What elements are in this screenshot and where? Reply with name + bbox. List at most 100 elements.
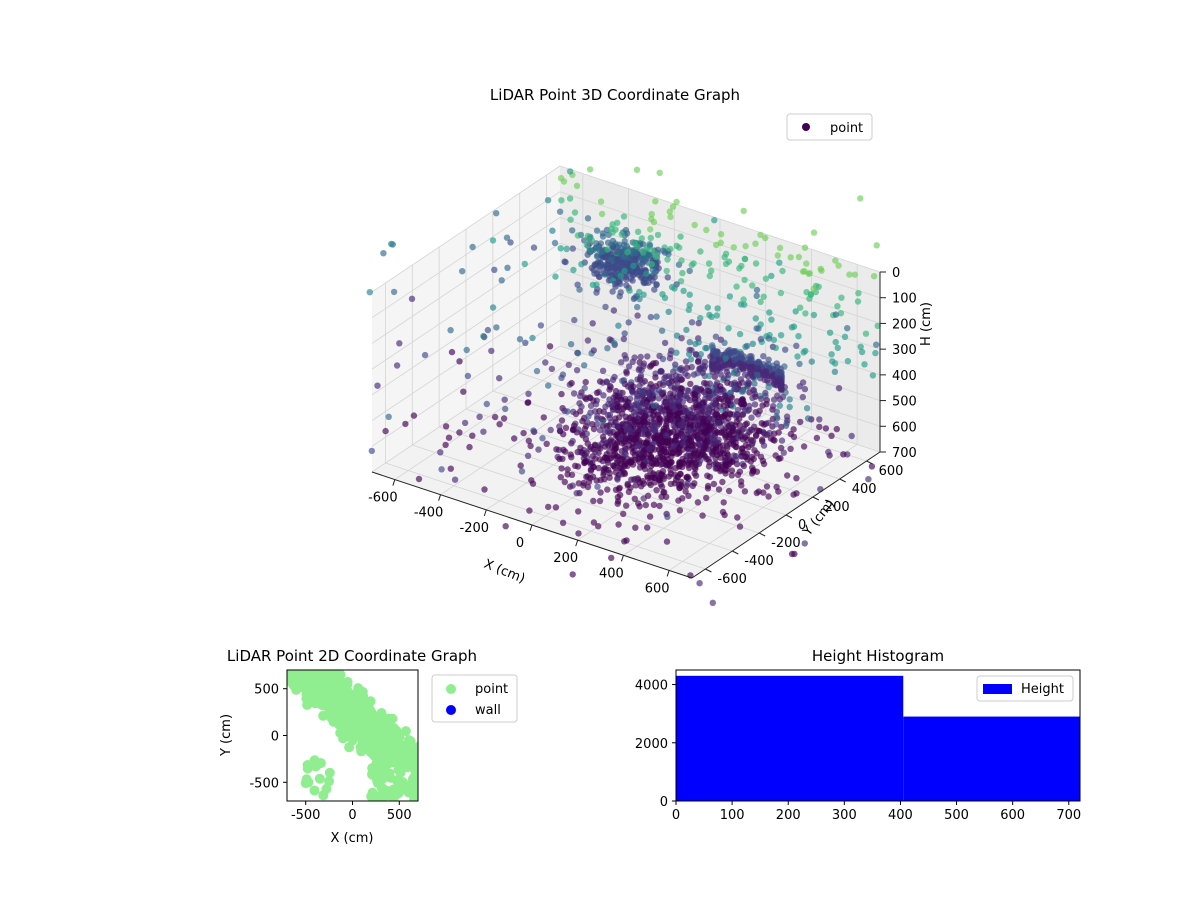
scatter-point-3d: [650, 501, 658, 508]
scatter-point-3d: [612, 445, 619, 452]
scatter-point-3d: [680, 433, 687, 441]
scatter-point-2d: [313, 670, 324, 678]
scatter-point-3d: [577, 444, 584, 451]
scatter-point-3d: [688, 319, 696, 326]
scatter-point-3d: [803, 405, 811, 412]
scatter-point-3d: [606, 470, 613, 477]
scatter-point-3d: [708, 363, 716, 370]
scatter-point-3d: [673, 372, 680, 379]
scatter-point-3d: [774, 392, 781, 399]
scatter-point-3d: [833, 425, 840, 433]
scatter-point-3d: [722, 454, 729, 461]
scatter-point-3d: [601, 271, 609, 278]
scatter-point-3d: [570, 390, 578, 397]
scatter-point-3d: [730, 244, 737, 251]
scatter-point-3d: [873, 341, 880, 348]
scatter-point-3d: [799, 393, 806, 401]
scatter-point-3d: [647, 481, 654, 489]
scatter-point-3d: [567, 216, 574, 223]
scatter-point-3d: [700, 415, 707, 422]
scatter-point-3d: [844, 325, 851, 332]
scatter-point-3d: [703, 494, 710, 502]
scatter-point-3d: [599, 433, 607, 441]
scatter-point-3d: [493, 210, 500, 217]
chart-3d-title: LiDAR Point 3D Coordinate Graph: [490, 86, 740, 104]
scatter-point-3d: [573, 182, 581, 189]
scatter-point-3d: [661, 489, 668, 496]
scatter-point-3d: [606, 396, 613, 403]
scatter-point-3d: [777, 455, 784, 462]
scatter-point-3d: [634, 456, 642, 463]
scatter-point-3d: [678, 421, 685, 428]
scatter-point-3d: [749, 340, 756, 347]
scatter-point-3d: [584, 337, 592, 344]
scatter-point-3d: [567, 451, 574, 458]
scatter-point-3d: [631, 354, 638, 361]
scatter-point-3d: [705, 260, 713, 267]
scatter-point-3d: [627, 413, 635, 421]
scatter-point-3d: [589, 453, 596, 460]
scatter-point-3d: [570, 422, 578, 429]
scatter-point-3d: [754, 427, 761, 434]
scatter-point-3d: [593, 281, 600, 288]
scatter-point-3d: [795, 253, 803, 261]
scatter-point-2d: [400, 726, 411, 737]
scatter-point-3d: [851, 271, 859, 278]
scatter-point-3d: [674, 474, 681, 481]
scatter-point-3d: [704, 472, 711, 479]
scatter-point-3d: [691, 480, 698, 487]
x-tick-label-2d: 0: [348, 808, 356, 823]
scatter-point-2d: [343, 697, 353, 708]
scatter-point-3d: [810, 285, 817, 293]
scatter-point-3d: [600, 471, 607, 479]
scatter-point-3d: [597, 445, 604, 452]
scatter-point-3d: [525, 437, 532, 444]
scatter-point-3d: [749, 440, 756, 447]
scatter-point-2d: [380, 736, 391, 746]
scatter-point-3d: [552, 273, 559, 280]
scatter-point-3d: [673, 242, 680, 249]
legend-3d: point: [786, 113, 873, 141]
scatter-point-3d: [806, 295, 813, 302]
scatter-point-3d: [799, 379, 807, 386]
scatter-point-3d: [831, 368, 839, 375]
scatter-point-3d: [599, 367, 607, 374]
scatter-point-3d: [648, 215, 655, 223]
scatter-point-3d: [750, 455, 757, 463]
scatter-point-3d: [763, 483, 771, 490]
scatter-point-2d: [324, 767, 335, 778]
scatter-point-2d: [301, 774, 312, 785]
scatter-point-3d: [451, 476, 459, 483]
scatter-point-3d: [708, 267, 715, 274]
scatter-point-3d: [530, 244, 538, 251]
scatter-point-3d: [736, 523, 744, 530]
scatter-point-3d: [581, 394, 589, 401]
scatter-point-3d: [686, 267, 693, 275]
scatter-point-3d: [437, 449, 444, 456]
scatter-point-3d: [832, 311, 840, 318]
scatter-point-3d: [656, 456, 663, 463]
scatter-point-3d: [456, 358, 463, 365]
scatter-point-3d: [595, 523, 602, 530]
x-tick-label: 200: [553, 551, 578, 566]
z-tick-label: 100: [892, 292, 917, 307]
scatter-point-3d: [657, 389, 665, 396]
scatter-point-3d: [658, 368, 665, 375]
y-tick-label-hist: 4000: [635, 679, 668, 694]
scatter-point-3d: [559, 455, 566, 463]
scatter-point-3d: [640, 360, 648, 367]
scatter-point-3d: [691, 221, 698, 229]
scatter-point-3d: [476, 413, 483, 420]
scatter-point-3d: [741, 488, 749, 495]
scatter-point-3d: [673, 349, 680, 356]
scatter-point-3d: [701, 363, 709, 370]
chart-histogram: Height Histogram 0 100 200 300 400 500 600 7000…: [635, 647, 1081, 823]
scatter-point-3d: [677, 278, 685, 285]
scatter-point-3d: [803, 260, 810, 267]
scatter-point-3d: [724, 379, 731, 386]
scatter-point-3d: [612, 469, 620, 476]
scatter-point-3d: [522, 339, 529, 346]
scatter-point-3d: [600, 392, 607, 399]
scatter-point-3d: [516, 336, 524, 343]
scatter-point-3d: [650, 402, 658, 409]
